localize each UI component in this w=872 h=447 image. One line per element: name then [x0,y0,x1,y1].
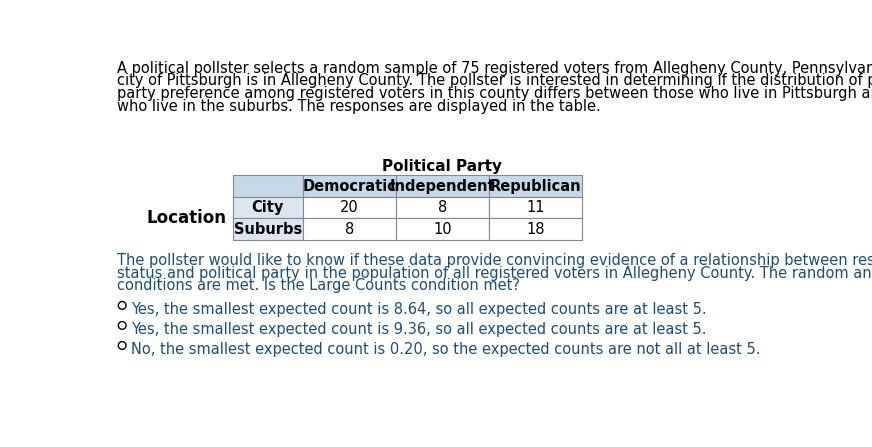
Text: 10: 10 [433,222,452,237]
Bar [303,197,396,219]
Bar [396,219,488,240]
Text: No, the smallest expected count is 0.20, so the expected counts are not all at l: No, the smallest expected count is 0.20,… [131,342,760,357]
Text: conditions are met. Is the Large Counts condition met?: conditions are met. Is the Large Counts … [117,278,520,294]
Text: Yes, the smallest expected count is 9.36, so all expected counts are at least 5.: Yes, the smallest expected count is 9.36… [131,321,706,337]
Text: 20: 20 [340,200,358,215]
Text: in the population of all registered voters in Allegheny County. The random and 1: in the population of all registered vote… [300,266,872,281]
Text: A political pollster selects a random sample of 75 registered voters from Allegh: A political pollster selects a random sa… [117,61,872,76]
Text: Democratic: Democratic [303,179,396,194]
Text: Republican: Republican [489,179,581,194]
Text: 11: 11 [526,200,544,215]
Text: City: City [252,200,284,215]
Bar [233,197,303,219]
Text: 8: 8 [344,222,354,237]
Bar [488,175,582,197]
Text: Independent: Independent [390,179,495,194]
Text: political party: political party [199,266,300,281]
Text: 8: 8 [438,200,446,215]
Bar [303,175,396,197]
Text: who live in the suburbs. The responses are displayed in the table.: who live in the suburbs. The responses a… [117,99,601,114]
Bar [303,219,396,240]
Bar [396,175,488,197]
Bar [233,175,303,197]
Bar [233,219,303,240]
Text: Location: Location [146,210,227,228]
Text: Political Party: Political Party [382,159,502,174]
Text: party preference among registered voters in this county differs between those wh: party preference among registered voters… [117,86,872,101]
Bar [396,197,488,219]
Bar [488,219,582,240]
Text: Yes, the smallest expected count is 8.64, so all expected counts are at least 5.: Yes, the smallest expected count is 8.64… [131,302,706,316]
Text: city of Pittsburgh is in Allegheny County. The pollster is interested in determi: city of Pittsburgh is in Allegheny Count… [117,73,872,88]
Bar [488,197,582,219]
Text: status and: status and [117,266,199,281]
Text: Suburbs: Suburbs [234,222,302,237]
Text: The pollster would like to know if these data provide convincing evidence of a r: The pollster would like to know if these… [117,253,872,268]
Text: 18: 18 [526,222,544,237]
